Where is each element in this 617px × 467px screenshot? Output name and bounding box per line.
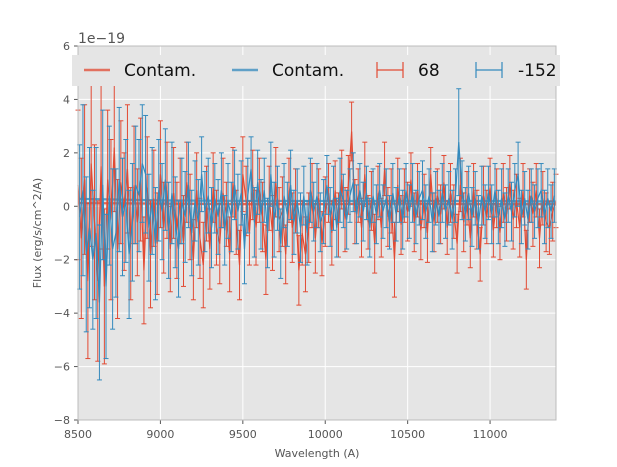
y-axis-label: Flux (erg/s/cm^2/A) [31, 178, 44, 288]
legend-label-contam-red: Contam. [124, 61, 196, 81]
axes: 8500 9000 9500 10000 10500 11000 −8 −6 −4 −2 0 2 4 6 [54, 40, 557, 441]
y-tick-label: −4 [54, 307, 70, 320]
x-tick-label: 9500 [229, 428, 257, 441]
x-tick-label: 10500 [390, 428, 425, 441]
x-tick-label: 11000 [473, 428, 508, 441]
y-offset-label: 1e−19 [78, 31, 125, 47]
legend-label-minus-152: -152 [518, 61, 557, 81]
legend-label-68: 68 [418, 61, 440, 81]
plot-frame [77, 45, 557, 421]
spectrum-series--152 [77, 88, 557, 381]
y-tick-label: 4 [63, 93, 70, 106]
legend: Contam. Contam. 68 -152 [72, 55, 560, 86]
x-axis-label: Wavelength (A) [275, 447, 360, 460]
y-tick-label: 6 [63, 40, 70, 53]
y-tick-label: 2 [63, 147, 70, 160]
x-tick-label: 9000 [146, 428, 174, 441]
y-tick-label: −8 [54, 414, 70, 427]
y-tick-label: −2 [54, 254, 70, 267]
spectrum-line [79, 142, 555, 303]
y-tick-label: −6 [54, 361, 70, 374]
y-tick-label: 0 [63, 200, 70, 213]
series-layer [75, 80, 559, 381]
legend-label-contam-blue: Contam. [272, 61, 344, 81]
x-tick-label: 10000 [308, 428, 343, 441]
legend-swatch-errorbar-red [376, 62, 404, 78]
x-tick-label: 8500 [64, 428, 92, 441]
legend-swatch-errorbar-blue [475, 62, 503, 78]
